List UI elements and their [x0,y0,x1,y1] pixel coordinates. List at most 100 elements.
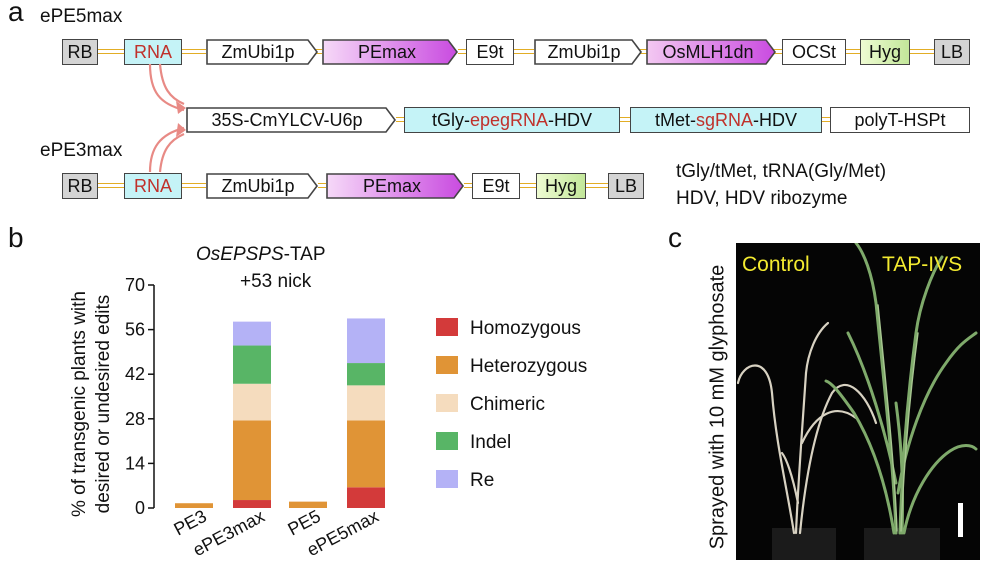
legend-label-chimeric: Chimeric [470,394,545,415]
y-tick-label: 56 [125,320,145,340]
promoter-35s-box: 35S-CmYLCV-U6p [186,107,396,133]
bar-segment-heterozygous-epe3max [233,420,271,501]
sgrna-prefix: tMet- [654,109,696,130]
link-line [98,183,124,188]
bar-segment-heterozygous-pe5 [289,501,327,508]
chart-title: OsEPSPS-TAP [196,244,326,266]
bar-segment-indel-epe5max [347,363,385,386]
sgrna-suffix: -HDV [753,109,798,130]
osmlh1dn-label: OsMLH1dn [662,41,754,62]
zmubi1p-label-2: ZmUbi1p [547,41,621,62]
bar-segment-re-epe5max [347,318,385,364]
bar-segment-heterozygous-pe3 [175,503,213,508]
zmubi1p-label-3: ZmUbi1p [221,175,295,196]
chart-subtitle: +53 nick [240,271,312,292]
pemax-box: PEmax [322,39,458,65]
sgrna-box: tMet-sgRNA -HDV [630,107,822,133]
zmubi1p-box-3: ZmUbi1p [206,173,318,199]
construct1-name: ePE5max [40,6,123,27]
promoter-arrow-shape [186,107,396,133]
epegrna-highlight: epegRNA [469,109,549,130]
legend-label-heterozygous: Heterozygous [470,356,587,377]
link-line [182,49,206,54]
control-pot [772,528,836,560]
y-tick-label: 14 [125,453,145,473]
legend-swatch-indel [436,432,458,450]
e9t-box: E9t [466,39,514,65]
control-plant [736,321,878,535]
bar-segment-heterozygous-epe5max [347,420,385,488]
link-line [98,49,124,54]
pemax-arrow-shape [326,173,464,199]
treated-plant [824,243,978,535]
link-line [458,49,466,54]
panel-b-letter: b [8,222,24,253]
link-line [182,183,206,188]
legend-swatch-heterozygous [436,356,458,374]
link-line [396,117,404,122]
lb-box-2: LB [608,173,644,199]
rb-box-2: RB [62,173,98,199]
bar-segment-indel-epe3max [233,345,271,384]
polyt-hspt-box: polyT-HSPt [830,107,970,133]
link-line [640,49,648,54]
pemax-label-2: PEmax [362,175,422,196]
link-line [620,117,630,122]
bar-segment-chimeric-epe5max [347,385,385,421]
y-tick-label: 0 [135,498,145,518]
bar-segment-homozygous-epe3max [233,500,271,508]
link-line [318,183,326,188]
hyg-box-2: Hyg [536,173,586,199]
epegrna-prefix: tGly- [431,109,470,130]
osmlh1dn-box: OsMLH1dn [646,39,776,65]
legend-swatch-homozygous [436,318,458,336]
rna-box-2: RNA [124,173,182,199]
epegrna-suffix: -HDV [548,109,593,130]
photo-side-label: Sprayed with 10 mM glyphosate [706,264,729,550]
promoter-arrow-shape [534,39,642,65]
link-line [846,49,860,54]
zmubi1p-box-2: ZmUbi1p [534,39,642,65]
epegrna-box: tGly-epegRNA -HDV [404,107,620,133]
link-line [514,49,534,54]
bar-segment-chimeric-epe3max [233,383,271,421]
promoter-35s-label: 35S-CmYLCV-U6p [211,109,363,130]
link-line [822,117,830,122]
legend-trna: tGly/tMet, tRNA(Gly/Met) [676,161,887,182]
legend-label-indel: Indel [470,432,511,453]
rb-box: RB [62,39,98,65]
y-tick-label: 28 [125,409,145,429]
legend-swatch-re [436,470,458,488]
osmlh1dn-arrow-shape [646,39,776,65]
promoter-arrow-shape [206,39,318,65]
bar-segment-homozygous-epe5max [347,487,385,508]
link-line [464,183,472,188]
pemax-label: PEmax [357,41,417,62]
promoter-arrow-shape [206,173,318,199]
plant-drawing [736,243,978,560]
zmubi1p-label: ZmUbi1p [221,41,295,62]
link-line [774,49,782,54]
scale-bar [958,503,963,537]
ocst-box: OCSt [782,39,846,65]
zmubi1p-box: ZmUbi1p [206,39,318,65]
y-tick-label: 42 [125,364,145,384]
treated-label: TAP-IVS [882,253,963,276]
chart-title-gene: OsEPSPS [196,244,284,265]
pemax-arrow-shape [322,39,458,65]
hyg-box: Hyg [860,39,910,65]
link-line [586,183,608,188]
y-tick-label: 70 [125,275,145,295]
link-line [520,183,536,188]
lb-box: LB [934,39,970,65]
legend-label-homozygous: Homozygous [470,318,581,339]
legend-hdv: HDV, HDV ribozyme [676,188,848,209]
control-label: Control [742,253,810,276]
construct2-name: ePE3max [40,140,123,161]
panel-c-letter: c [668,222,682,253]
plant-photo: Control TAP-IVS [736,243,980,560]
rna-box: RNA [124,39,182,65]
legend-swatch-chimeric [436,394,458,412]
sgrna-highlight: sgRNA [696,109,754,130]
